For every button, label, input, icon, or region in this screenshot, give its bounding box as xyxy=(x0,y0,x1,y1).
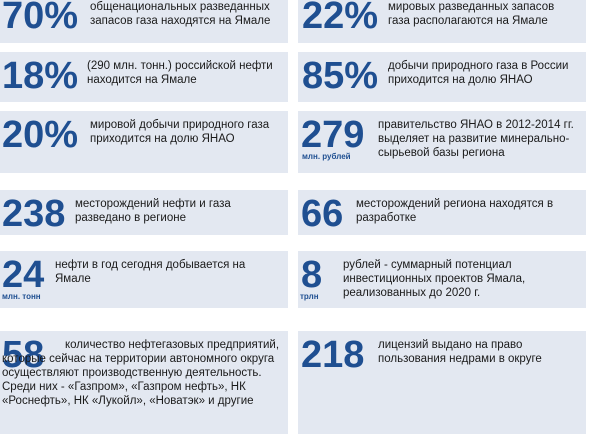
fact-value: 58 xyxy=(2,334,45,376)
fact-value: 238 xyxy=(2,193,66,235)
fact-text: общенациональных разведанных запасов газ… xyxy=(90,1,271,27)
fact-card-gas-reserves-russia: 70% общенациональных разведанных запасов… xyxy=(0,0,288,43)
fact-value: 8 xyxy=(301,254,323,296)
fact-value: 22% xyxy=(302,0,379,37)
fact-value: 279 xyxy=(301,114,365,156)
fact-text: месторождений нефти и газа разведано в р… xyxy=(75,198,231,224)
fact-unit: трлн xyxy=(300,292,319,301)
fact-card-oil-output: 24 млн. тонн нефти в год сегодня добывае… xyxy=(0,251,288,308)
fact-text: (290 млн. тонн.) российской нефти находи… xyxy=(87,60,273,86)
fact-card-licenses: 218 лицензий выдано на право пользования… xyxy=(298,331,586,434)
fact-card-oil-share: 18% (290 млн. тонн.) российской нефти на… xyxy=(0,52,288,102)
fact-card-oil-gas-companies: 58 количество нефтегазовых предприятий, … xyxy=(0,331,288,434)
fact-card-investment-potential: 8 трлн рублей - суммарный потенциал инве… xyxy=(298,251,586,308)
fact-value: 70% xyxy=(2,0,79,37)
fact-card-gas-production-russia: 85% добычи природного газа в России прих… xyxy=(298,52,586,102)
fact-text: мировой добычи природного газа приходитс… xyxy=(90,119,270,145)
fact-text: количество нефтегазовых предприятий, кот… xyxy=(2,339,280,407)
fact-value: 20% xyxy=(2,114,79,156)
fact-unit: млн. рублей xyxy=(302,152,351,161)
fact-value: 24 xyxy=(2,254,45,296)
fact-value: 18% xyxy=(2,55,79,97)
fact-text: мировых разведанных запасов газа распола… xyxy=(388,1,555,27)
fact-text: нефти в год сегодня добывается на Ямале xyxy=(55,259,246,285)
fact-text: месторождений региона находятся в разраб… xyxy=(356,198,554,224)
fact-value: 85% xyxy=(302,55,379,97)
fact-text: добычи природного газа в России приходит… xyxy=(388,60,569,86)
fact-text: лицензий выдано на право пользования нед… xyxy=(378,339,542,365)
fact-value: 66 xyxy=(301,193,344,235)
fact-text: правительство ЯНАО в 2012-2014 гг. выдел… xyxy=(378,119,574,159)
fact-card-fields-explored: 238 месторождений нефти и газа разведано… xyxy=(0,190,288,235)
fact-card-fields-developed: 66 месторождений региона находятся в раз… xyxy=(298,190,586,235)
fact-card-government-funding: 279 млн. рублей правительство ЯНАО в 201… xyxy=(298,111,586,173)
fact-card-gas-production-world: 20% мировой добычи природного газа прихо… xyxy=(0,111,288,173)
fact-unit: млн. тонн xyxy=(2,292,41,301)
fact-value: 218 xyxy=(301,334,365,376)
fact-text: рублей - суммарный потенциал инвестицион… xyxy=(343,259,526,299)
fact-card-gas-reserves-world: 22% мировых разведанных запасов газа рас… xyxy=(298,0,586,43)
